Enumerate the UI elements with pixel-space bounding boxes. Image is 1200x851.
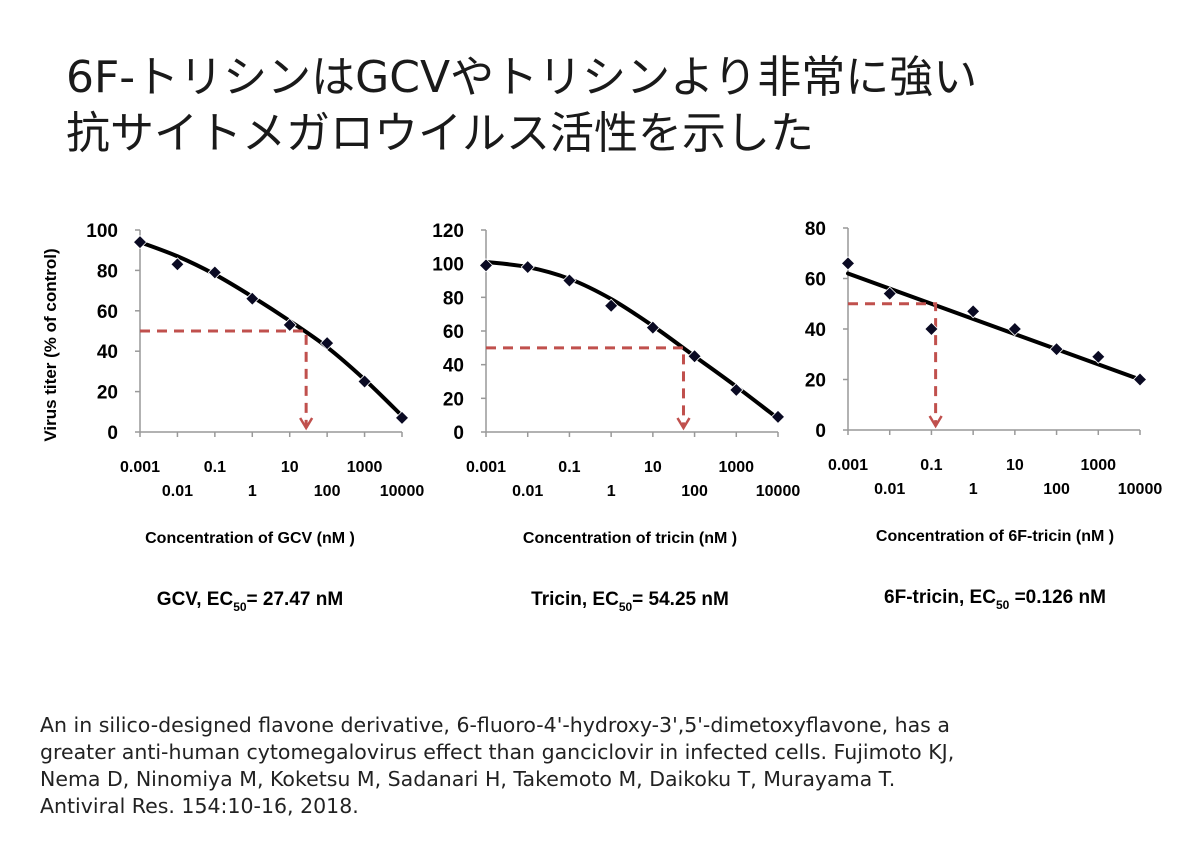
x-tick-label: 0.1 bbox=[920, 457, 942, 474]
x-tick-label: 10000 bbox=[756, 483, 801, 500]
ec50-guide-arrowhead bbox=[676, 417, 691, 431]
x-tick-label: 0.1 bbox=[204, 459, 226, 476]
slide-title-line-2: 抗サイトメガロウイルス活性を示した bbox=[66, 108, 814, 159]
data-point bbox=[729, 382, 744, 397]
data-point bbox=[132, 235, 148, 250]
x-tick-label: 100 bbox=[314, 483, 341, 500]
data-point bbox=[1091, 349, 1106, 364]
x-tick-label: 0.001 bbox=[120, 459, 160, 476]
x-tick-label: 100 bbox=[681, 483, 708, 500]
ec50-guide-arrowhead bbox=[299, 417, 314, 431]
x-axis-title: Concentration of GCV (nM ) bbox=[145, 530, 355, 547]
x-tick-label: 10 bbox=[281, 459, 299, 476]
fit-curve bbox=[484, 259, 780, 421]
data-point bbox=[604, 298, 619, 313]
ec50-result-label: Tricin, EC50= 54.25 nM bbox=[531, 589, 729, 614]
x-tick-label: 0.1 bbox=[558, 459, 580, 476]
y-tick-label: 40 bbox=[443, 356, 464, 377]
data-point bbox=[882, 286, 897, 301]
y-tick-label: 20 bbox=[805, 371, 826, 392]
slide-title-line-1: 6F-トリシンはGCVやトリシンより非常に強い bbox=[66, 52, 978, 103]
data-point bbox=[1049, 342, 1064, 357]
x-tick-label: 1 bbox=[607, 483, 616, 500]
x-axis-title: Concentration of tricin (nM ) bbox=[523, 530, 737, 547]
x-tick-label: 100 bbox=[1043, 481, 1070, 498]
y-tick-label: 20 bbox=[97, 383, 118, 404]
ec50-guide-line bbox=[848, 302, 938, 426]
data-point bbox=[357, 374, 372, 389]
x-tick-label: 10000 bbox=[380, 483, 425, 500]
data-point bbox=[645, 320, 660, 335]
x-tick-label: 1000 bbox=[718, 459, 754, 476]
y-tick-label: 100 bbox=[86, 221, 118, 242]
y-tick-label: 60 bbox=[443, 322, 464, 343]
ec50-guide-arrowhead bbox=[928, 415, 943, 429]
x-tick-label: 0.001 bbox=[828, 457, 868, 474]
data-point bbox=[245, 291, 260, 306]
data-point bbox=[562, 273, 577, 288]
data-point bbox=[966, 304, 981, 319]
data-point bbox=[924, 321, 939, 337]
ec50-guide-line bbox=[486, 346, 685, 428]
data-point bbox=[520, 259, 535, 275]
charts-area: Virus titer (% of control) 0204060801000.… bbox=[41, 219, 1163, 614]
y-tick-label: 0 bbox=[107, 423, 118, 444]
y-tick-label: 20 bbox=[443, 389, 464, 410]
y-tick-label: 60 bbox=[97, 302, 118, 323]
ec50-result-label: GCV, EC50= 27.47 nM bbox=[157, 589, 343, 614]
data-point bbox=[1007, 321, 1022, 337]
y-tick-label: 40 bbox=[97, 342, 118, 363]
x-tick-label: 10 bbox=[1006, 457, 1024, 474]
y-tick-label: 0 bbox=[453, 423, 464, 444]
data-point bbox=[840, 256, 856, 271]
data-point bbox=[394, 410, 410, 425]
y-tick-label: 120 bbox=[432, 221, 464, 242]
data-point bbox=[1132, 372, 1148, 387]
ec50-result-label: 6F-tricin, EC50 =0.126 nM bbox=[884, 587, 1106, 612]
x-tick-label: 1 bbox=[248, 483, 257, 500]
x-tick-label: 10000 bbox=[1118, 481, 1163, 498]
x-tick-label: 0.01 bbox=[512, 483, 543, 500]
y-axis-label: Virus titer (% of control) bbox=[41, 248, 60, 441]
citation-caption: An in silico-designed flavone derivative… bbox=[40, 713, 955, 818]
data-point bbox=[770, 409, 786, 424]
y-tick-label: 100 bbox=[432, 255, 464, 276]
data-point bbox=[320, 336, 335, 351]
y-tick-label: 80 bbox=[805, 219, 826, 240]
x-tick-label: 1000 bbox=[347, 459, 383, 476]
data-point bbox=[687, 349, 702, 364]
y-tick-label: 80 bbox=[97, 261, 118, 282]
ec50-guide-line bbox=[140, 329, 308, 428]
x-tick-label: 1000 bbox=[1080, 457, 1116, 474]
x-tick-label: 10 bbox=[644, 459, 662, 476]
data-point bbox=[207, 265, 222, 280]
x-tick-label: 0.01 bbox=[874, 481, 905, 498]
x-tick-label: 0.001 bbox=[466, 459, 506, 476]
x-tick-label: 0.01 bbox=[162, 483, 193, 500]
y-tick-label: 60 bbox=[805, 270, 826, 291]
y-tick-label: 80 bbox=[443, 288, 464, 309]
data-point bbox=[478, 258, 494, 273]
slide-title: 6F-トリシンはGCVやトリシンより非常に強い 抗サイトメガロウイルス活性を示し… bbox=[66, 50, 1176, 162]
fit-curve bbox=[846, 271, 1142, 382]
data-point bbox=[170, 257, 185, 272]
y-tick-label: 0 bbox=[815, 421, 826, 442]
x-axis-title: Concentration of 6F-tricin (nM ) bbox=[876, 528, 1114, 545]
data-point bbox=[282, 317, 297, 333]
fit-curve bbox=[138, 240, 404, 418]
x-tick-label: 1 bbox=[969, 481, 978, 498]
y-tick-label: 40 bbox=[805, 320, 826, 341]
